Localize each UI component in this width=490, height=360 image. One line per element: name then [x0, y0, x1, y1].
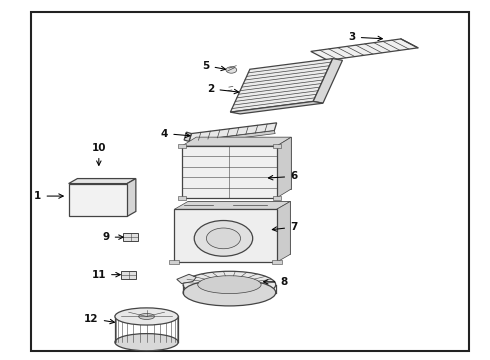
Ellipse shape: [194, 221, 253, 256]
Polygon shape: [189, 131, 275, 144]
Text: 9: 9: [102, 232, 123, 242]
Polygon shape: [69, 179, 136, 184]
Ellipse shape: [115, 308, 178, 325]
Bar: [182, 146, 277, 198]
Text: 1: 1: [34, 191, 63, 201]
Bar: [273, 196, 281, 200]
Ellipse shape: [198, 276, 261, 294]
Polygon shape: [277, 137, 291, 198]
Text: 7: 7: [272, 222, 297, 232]
Polygon shape: [277, 202, 290, 262]
Text: 8: 8: [264, 277, 288, 287]
Bar: [170, 260, 179, 264]
FancyBboxPatch shape: [30, 12, 469, 351]
Bar: [178, 196, 186, 200]
Polygon shape: [182, 137, 291, 146]
Polygon shape: [313, 59, 343, 103]
Text: 4: 4: [161, 129, 190, 139]
Bar: [272, 260, 282, 264]
Text: 5: 5: [202, 61, 225, 71]
Bar: [123, 233, 138, 241]
Ellipse shape: [183, 279, 276, 306]
Ellipse shape: [226, 67, 237, 73]
Polygon shape: [184, 132, 192, 141]
Text: 12: 12: [84, 314, 115, 324]
Bar: [121, 271, 136, 279]
Polygon shape: [189, 123, 277, 141]
Text: 3: 3: [348, 32, 382, 42]
Polygon shape: [188, 202, 290, 254]
Bar: [69, 184, 127, 216]
Polygon shape: [196, 137, 291, 189]
Bar: [174, 209, 277, 262]
Ellipse shape: [139, 314, 154, 319]
Text: 2: 2: [207, 84, 239, 94]
Polygon shape: [230, 59, 333, 112]
Bar: [178, 144, 186, 148]
Ellipse shape: [115, 334, 178, 351]
Text: 10: 10: [92, 143, 106, 165]
Polygon shape: [127, 179, 136, 216]
Polygon shape: [230, 102, 323, 114]
Polygon shape: [177, 274, 196, 284]
Text: 6: 6: [269, 171, 297, 181]
Bar: [273, 144, 281, 148]
Ellipse shape: [206, 228, 241, 249]
Ellipse shape: [183, 271, 276, 298]
Polygon shape: [174, 202, 290, 209]
Text: 11: 11: [92, 270, 120, 280]
Polygon shape: [311, 39, 418, 60]
